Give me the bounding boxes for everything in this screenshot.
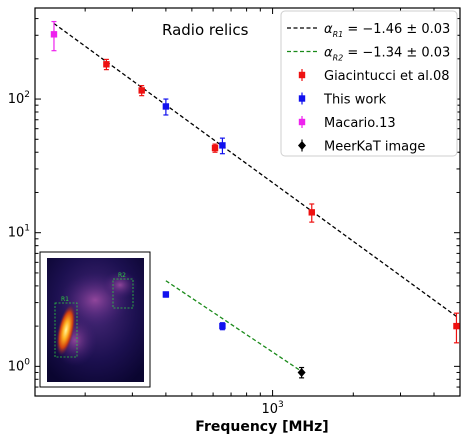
data-points: [50, 20, 460, 379]
data-point: [211, 144, 219, 152]
inset-label-r2: R2: [118, 272, 126, 279]
chart-annotation: Radio relics: [162, 21, 249, 39]
legend-marker: [298, 141, 306, 150]
legend-series-label: This work: [323, 93, 387, 108]
legend-marker: [298, 118, 306, 126]
data-point: [297, 367, 306, 377]
inset-label-r1: R1: [61, 296, 69, 303]
data-point: [162, 291, 170, 298]
axis-ticks: 100 101 102 103: [8, 8, 461, 417]
data-point: [103, 61, 110, 68]
data-point: [219, 322, 226, 330]
data-point: [219, 142, 226, 149]
data-point: [308, 209, 315, 216]
data-point: [138, 87, 145, 94]
fit-line: [53, 22, 457, 317]
legend-series-label: MeerKaT image: [324, 140, 425, 155]
fit-lines: [53, 22, 457, 372]
y-tick-label: 100: [8, 357, 31, 374]
x-axis-title: Frequency [MHz]: [195, 419, 328, 435]
fit-line: [165, 280, 302, 372]
legend-fit-label: αR2 = −1.34 ± 0.03: [324, 46, 450, 63]
legend-marker: [298, 95, 306, 102]
data-point: [162, 103, 170, 110]
legend: αR1 = −1.46 ± 0.03 αR2 = −1.34 ± 0.03 Giac…: [280, 10, 458, 157]
x-tick-label: 103: [261, 400, 283, 417]
legend-box: [280, 10, 458, 157]
inset-region-r1: [54, 302, 78, 358]
legend-series-label: Macario.13: [324, 116, 396, 131]
data-point: [50, 31, 58, 38]
inset-radio-image: R1 R2: [39, 251, 151, 388]
y-tick-label: 102: [8, 90, 30, 107]
legend-marker: [298, 71, 306, 79]
y-tick-label: 101: [8, 224, 30, 241]
legend-fit-label: αR1 = −1.46 ± 0.03: [324, 22, 450, 39]
data-point: [453, 322, 460, 330]
legend-series-label: Giacintucci et al.08: [324, 69, 450, 84]
